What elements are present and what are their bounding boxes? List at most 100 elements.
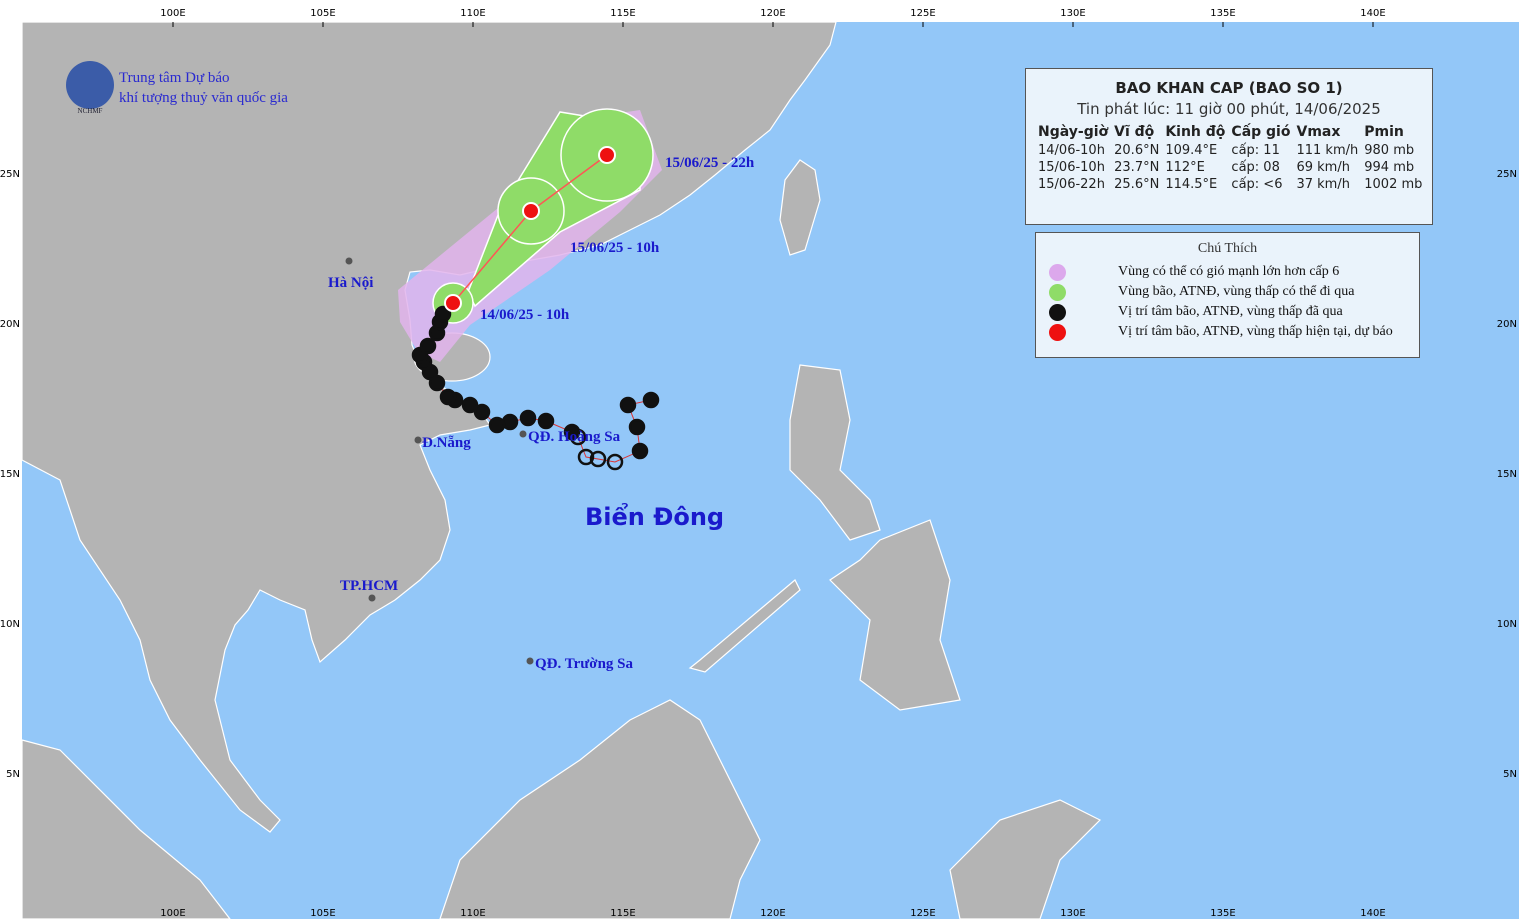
past-position (519, 409, 537, 427)
legend-title: Chú Thích (1197, 241, 1258, 256)
past-position (419, 337, 437, 355)
lon-label: 130E (1060, 8, 1085, 19)
cell: cấp: 11 (1231, 143, 1280, 158)
legend-item: Vị trí tâm bão, ATNĐ, vùng thấp đã qua (1118, 304, 1343, 319)
cell: 114.5°E (1165, 177, 1218, 192)
past-position (642, 391, 660, 409)
place-dot (526, 657, 534, 665)
forecast-label: 15/06/25 - 10h (570, 240, 660, 256)
past-track (411, 305, 660, 471)
past-position (501, 413, 519, 431)
lon-label: 125E (910, 908, 935, 919)
cell: 14/06-10h (1038, 143, 1105, 158)
cell: 23.7°N (1114, 160, 1160, 175)
cell: 994 mb (1364, 160, 1415, 175)
column-header: Pmin (1364, 124, 1404, 140)
column-header: Vmax (1296, 124, 1341, 140)
place-label: TP.HCM (340, 578, 398, 594)
bulletin-title: BAO KHAN CAP (BAO SO 1) (1115, 79, 1343, 97)
past-position (619, 396, 637, 414)
past-position (606, 453, 624, 471)
cell: 15/06-22h (1038, 177, 1105, 192)
cell: 25.6°N (1114, 177, 1160, 192)
forecast-position (522, 202, 540, 220)
forecast-points (444, 146, 616, 312)
cell: 980 mb (1364, 143, 1415, 158)
cell: cấp: <6 (1231, 177, 1283, 192)
bulletin-table: Ngày-giờ Vĩ độ Kinh độ Cấp gió Vmax Pmin 14/06… (1036, 122, 1426, 193)
legend-symbol (1049, 324, 1066, 341)
row: 15/06-22h 25.6°N 114.5°E cấp: <6 37 km/h 1002… (1036, 176, 1426, 193)
bulletin-issued: Tin phát lúc: 11 giờ 00 phút, 14/06/2025 (1077, 100, 1381, 118)
legend-symbol (1049, 304, 1066, 321)
lat-label: 10N (1497, 619, 1517, 630)
past-position (563, 423, 581, 441)
cell: 111 km/h (1296, 143, 1359, 158)
lon-label: 115E (610, 8, 635, 19)
logo-text: NCHMF (78, 107, 103, 115)
bulletin: BAO KHAN CAP (BAO SO 1) Tin phát lúc: 11… (1025, 68, 1433, 225)
lat-label: 25N (1497, 169, 1517, 180)
lat-label: 5N (6, 769, 20, 780)
lat-label: 5N (1503, 769, 1517, 780)
cell: 1002 mb (1364, 177, 1423, 192)
land (21, 21, 1102, 919)
lon-label: 100E (160, 908, 185, 919)
lon-label: 115E (610, 908, 635, 919)
lat-label: 15N (1497, 469, 1517, 480)
column-header: Kinh độ (1165, 124, 1226, 140)
past-position (628, 418, 646, 436)
lon-label: 130E (1060, 908, 1085, 919)
forecast-position (444, 294, 462, 312)
legend-item: Vị trí tâm bão, ATNĐ, vùng thấp hiện tại… (1118, 324, 1393, 339)
lon-label: 140E (1360, 908, 1385, 919)
place-label: Hà Nội (328, 275, 373, 291)
past-position (439, 388, 457, 406)
legend-symbol (1049, 264, 1066, 281)
forecast-label: 14/06/25 - 10h (480, 307, 570, 323)
org-name: Trung tâm Dự báo (119, 70, 230, 86)
lat-label: 10N (0, 619, 20, 630)
lat-label: 20N (0, 319, 20, 330)
logo (66, 61, 114, 109)
lon-label: 135E (1210, 908, 1235, 919)
lon-label: 105E (310, 908, 335, 919)
place-dot (414, 436, 422, 444)
past-position (631, 442, 649, 460)
past-position (488, 416, 506, 434)
lon-label: 110E (460, 8, 485, 19)
column-header: Cấp gió (1231, 124, 1291, 140)
column-header: Vĩ độ (1114, 124, 1155, 140)
place-label: Đ.Nẵng (422, 435, 471, 451)
legend-symbol (1049, 284, 1066, 301)
cell: 15/06-10h (1038, 160, 1105, 175)
org-name: khí tượng thuỷ văn quốc gia (119, 90, 288, 106)
forecast-label: 15/06/25 - 22h (665, 155, 755, 171)
row: 14/06-10h 20.6°N 109.4°E cấp: 11 111 km/h 980… (1036, 142, 1426, 159)
lon-label: 140E (1360, 8, 1385, 19)
cell: cấp: 08 (1231, 160, 1280, 175)
cell: 20.6°N (1114, 143, 1160, 158)
sea-label: Biển Đông (585, 501, 724, 531)
lon-label: 100E (160, 8, 185, 19)
cell: 69 km/h (1296, 160, 1350, 175)
past-position (577, 448, 595, 466)
past-position (461, 396, 479, 414)
cell: 109.4°E (1165, 143, 1218, 158)
place-label: QĐ. Hoàng Sa (528, 429, 621, 445)
lon-label: 120E (760, 908, 785, 919)
place-dot (345, 257, 353, 265)
past-position (473, 403, 491, 421)
past-position (434, 305, 452, 323)
legend-item: Vùng có thể có gió mạnh lớn hơn cấp 6 (1118, 264, 1340, 279)
lon-label: 135E (1210, 8, 1235, 19)
place-dot (519, 430, 527, 438)
lon-label: 125E (910, 8, 935, 19)
place-dot (368, 594, 376, 602)
lat-label: 15N (0, 469, 20, 480)
forecast-position (598, 146, 616, 164)
row: 15/06-10h 23.7°N 112°E cấp: 08 69 km/h 994 mb (1036, 159, 1426, 176)
column-header: Ngày-giờ (1038, 124, 1109, 140)
lat-label: 20N (1497, 319, 1517, 330)
